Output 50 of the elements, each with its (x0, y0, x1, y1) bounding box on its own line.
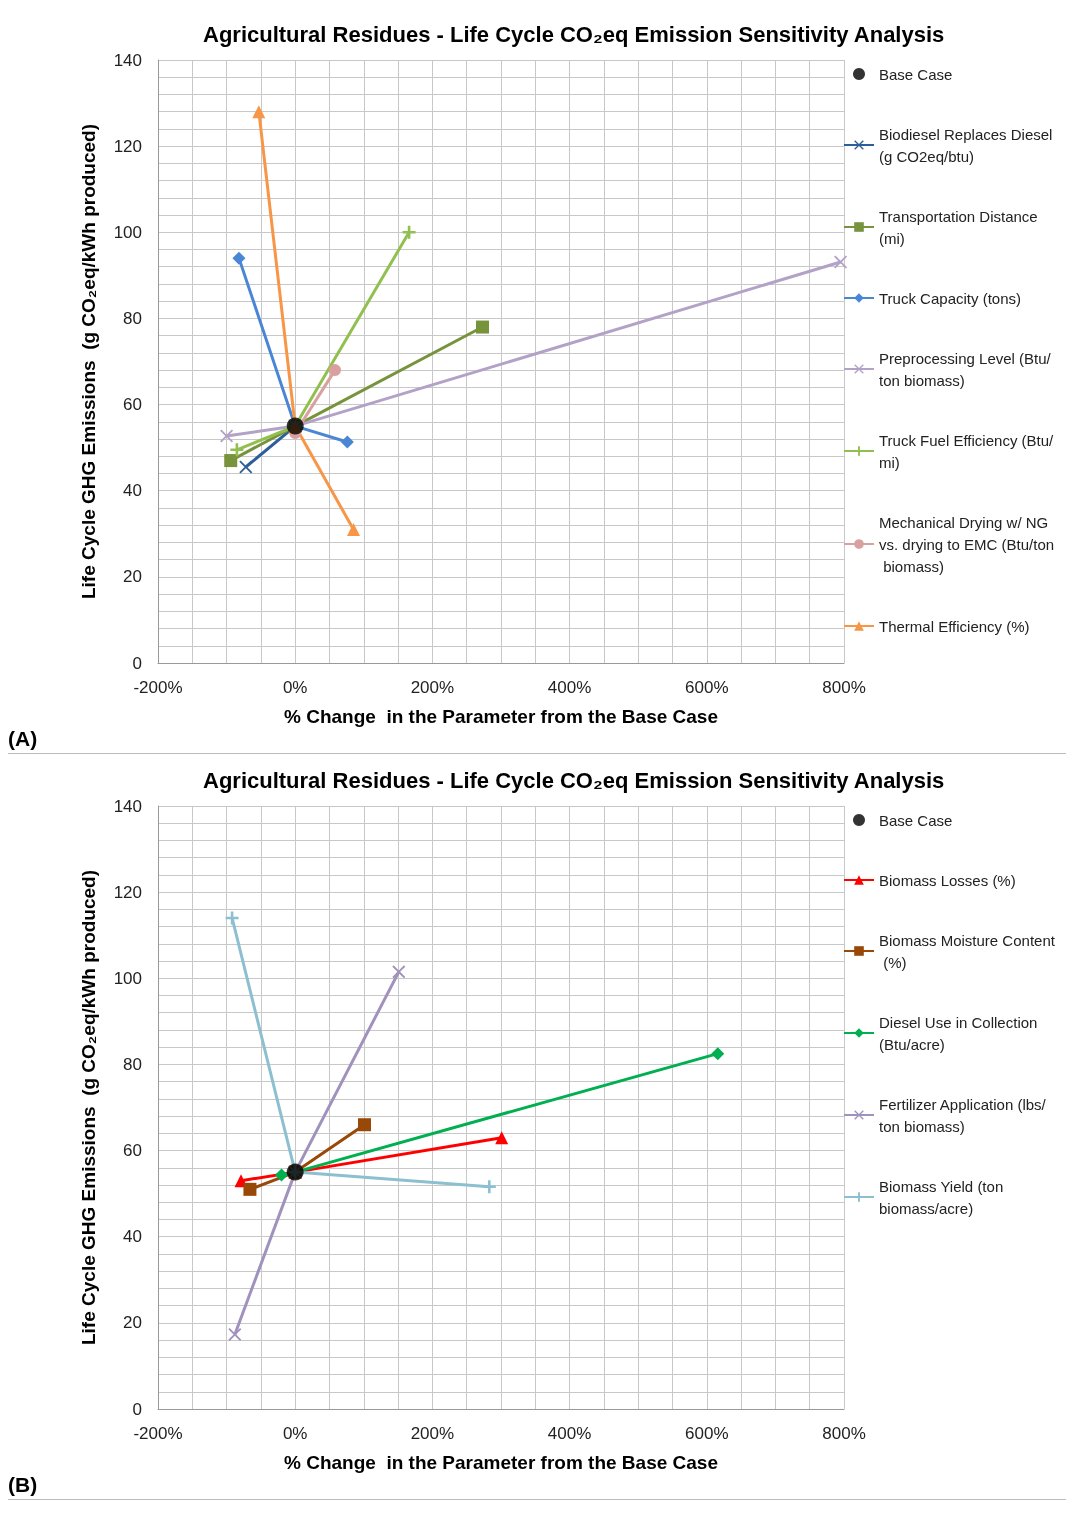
x-tick-label: -200% (133, 678, 183, 697)
y-tick-label: 80 (123, 308, 142, 328)
x-tick-label: 400% (547, 1424, 592, 1443)
legend-label: Preprocessing Level (Btu/ton biomass) (879, 349, 1052, 389)
legend-label: Biomass Moisture Content (%) (879, 931, 1056, 971)
y-tick-label: 20 (123, 1313, 142, 1333)
legend-label: Truck Capacity (tons) (879, 289, 1021, 307)
x-axis-title: % Change in the Parameter from the Base Case (284, 1452, 718, 1473)
legend-label: Diesel Use in Collection (Btu/acre) (879, 1013, 1042, 1053)
legend-label: Biomass Losses (%) (879, 871, 1016, 889)
y-tick-label: 60 (123, 395, 142, 415)
y-tick-label: 120 (113, 136, 142, 156)
x-tick-label: 200% (410, 1424, 455, 1443)
y-tick-label: 100 (113, 222, 142, 242)
legend-label: Truck Fuel Efficiency (Btu/mi) (879, 431, 1055, 471)
y-tick-label: 40 (123, 481, 142, 501)
chart-title: Agricultural Residues - Life Cycle CO₂eq Emission Sensitivity Analysis (203, 767, 945, 793)
x-tick-label: 800% (822, 678, 866, 697)
legend-label: Fertilizer Application (lbs/ton biomass) (879, 1095, 1047, 1135)
y-axis-title: Life Cycle GHG Emissions (g CO₂eq/kWh produced) (78, 869, 99, 1346)
y-tick-label: 80 (123, 1054, 142, 1074)
y-tick-label: 100 (113, 968, 142, 988)
y-tick-label: 120 (113, 882, 142, 902)
x-tick-label: 200% (410, 678, 455, 697)
y-tick-label: 60 (123, 1141, 142, 1161)
legend-label: Biomass Yield (ton biomass/acre) (879, 1177, 1008, 1217)
chart-title: Agricultural Residues - Life Cycle CO₂eq Emission Sensitivity Analysis (203, 21, 945, 47)
y-axis-title: Life Cycle GHG Emissions (g CO₂eq/kWh produced) (78, 123, 99, 600)
y-tick-label: 0 (132, 1399, 142, 1419)
legend-label: Mechanical Drying w/ NG vs. drying to EMC (Btu/ton biomass) (879, 513, 1055, 575)
y-tick-label: 20 (123, 567, 142, 587)
y-tick-label: 40 (123, 1227, 142, 1247)
x-tick-label: 600% (685, 678, 729, 697)
y-tick-label: 0 (132, 653, 142, 673)
y-tick-label: 140 (113, 796, 142, 816)
text: (A) (8, 727, 38, 750)
legend-label: Base Case (879, 811, 953, 829)
text: (B) (8, 1473, 38, 1496)
legend-label: Transportation Distance (mi) (879, 207, 1042, 247)
x-tick-label: 0% (282, 1424, 308, 1443)
legend-label: Base Case (879, 65, 953, 83)
x-tick-label: 600% (685, 1424, 729, 1443)
x-tick-label: -200% (133, 1424, 183, 1443)
x-tick-label: 0% (282, 678, 308, 697)
y-tick-label: 140 (113, 50, 142, 70)
x-tick-label: 400% (547, 678, 592, 697)
x-axis-title: % Change in the Parameter from the Base Case (284, 706, 718, 727)
x-tick-label: 800% (822, 1424, 866, 1443)
legend-label: Thermal Efficiency (%) (879, 617, 1030, 635)
legend-label: Biodiesel Replaces Diesel (g CO2eq/btu) (879, 125, 1057, 165)
